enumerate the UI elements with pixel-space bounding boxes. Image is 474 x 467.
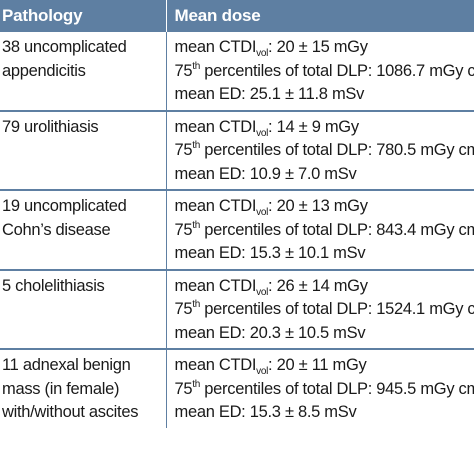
mean-dose-cell: mean CTDIvol: 26 ± 14 mGy 75th percentile… (166, 269, 474, 350)
ctdi-value: : 20 ± 15 mGy (268, 38, 368, 56)
pathology-cell: 38 uncomplicated appendicitis (0, 32, 167, 112)
table-row: 11 adnexal benign mass (in female) with/wi… (0, 349, 474, 428)
mean-dose-cell: mean CTDIvol: 20 ± 15 mGy 75th percentile… (166, 32, 474, 112)
pathology-line: 5 cholelithiasis (2, 276, 105, 295)
ctdi-value: : 20 ± 11 mGy (268, 356, 367, 374)
pathology-cell: 11 adnexal benign mass (in female) with/wi… (0, 349, 167, 428)
dlp-superscript: th (192, 378, 201, 390)
dlp-value: percentiles of total DLP: 1524.1 mGy cm (200, 300, 474, 318)
dlp-value: percentiles of total DLP: 945.5 mGy cm (200, 379, 474, 398)
ed-line: mean ED: 20.3 ± 10.5 mSv (174, 323, 366, 342)
ctdi-prefix: mean CTDI (174, 38, 257, 56)
pathology-line: 38 uncomplicated (2, 38, 127, 56)
ctdi-line: mean CTDIvol: 20 ± 15 mGy (175, 36, 474, 60)
table-header-row: Pathology Mean dose (0, 0, 474, 32)
ctdi-value: : 20 ± 13 mGy (268, 197, 368, 215)
ctdi-prefix: mean CTDI (174, 276, 257, 295)
dlp-prefix: 75 (174, 61, 193, 80)
ctdi-line: mean CTDIvol: 26 ± 14 mGy (175, 275, 474, 299)
header-pathology: Pathology (0, 0, 167, 32)
table-row: 38 uncomplicated appendicitis mean CTDIvol… (0, 32, 474, 112)
ctdi-subscript: vol (256, 127, 269, 139)
pathology-line: Cohn’s disease (2, 220, 111, 239)
pathology-line: with/without ascites (2, 403, 139, 421)
table-row: 79 urolithiasis mean CTDIvol: 14 ± 9 mGy 7… (0, 110, 474, 191)
dlp-line: 75th percentiles of total DLP: 945.5 mGy… (175, 378, 474, 402)
dlp-line: 75th percentiles of total DLP: 1086.7 mG… (175, 60, 474, 84)
dlp-line: 75th percentiles of total DLP: 843.4 mGy… (175, 219, 474, 243)
dose-table: Pathology Mean dose 38 uncomplicated appe… (0, 0, 474, 428)
dlp-line: 75th percentiles of total DLP: 780.5 mGy… (175, 139, 474, 163)
ctdi-subscript: vol (256, 207, 269, 218)
dlp-superscript: th (192, 140, 201, 151)
dlp-superscript: th (192, 60, 201, 72)
ctdi-value: : 26 ± 14 mGy (268, 276, 368, 295)
pathology-cell: 5 cholelithiasis (0, 269, 167, 350)
table-row: 5 cholelithiasis mean CTDIvol: 26 ± 14 mG… (0, 269, 474, 350)
ed-line: mean ED: 25.1 ± 11.8 mSv (174, 85, 365, 103)
pathology-line: 19 uncomplicated (2, 197, 127, 215)
dlp-prefix: 75 (174, 379, 193, 398)
mean-dose-cell: mean CTDIvol: 20 ± 13 mGy 75th percentile… (166, 190, 474, 271)
mean-dose-cell: mean CTDIvol: 20 ± 11 mGy 75th percentile… (166, 349, 474, 428)
table-body: 38 uncomplicated appendicitis mean CTDIvol… (0, 32, 474, 428)
dlp-prefix: 75 (174, 141, 193, 159)
pathology-cell: 79 urolithiasis (0, 110, 167, 191)
pathology-line: mass (in female) (2, 379, 120, 398)
dlp-line: 75th percentiles of total DLP: 1524.1 mG… (175, 298, 474, 322)
dlp-value: percentiles of total DLP: 1086.7 mGy cm (200, 61, 474, 80)
dlp-superscript: th (192, 219, 201, 231)
pathology-line: 11 adnexal benign (2, 356, 131, 374)
ctdi-prefix: mean CTDI (174, 356, 257, 374)
ed-line: mean ED: 15.3 ± 8.5 mSv (174, 403, 357, 421)
dlp-prefix: 75 (174, 220, 193, 239)
ctdi-value: : 14 ± 9 mGy (268, 117, 359, 136)
ctdi-prefix: mean CTDI (174, 197, 257, 215)
dlp-prefix: 75 (174, 300, 193, 318)
ctdi-subscript: vol (256, 366, 269, 377)
header-mean-dose: Mean dose (166, 0, 474, 32)
dlp-value: percentiles of total DLP: 843.4 mGy cm (200, 220, 474, 239)
dlp-value: percentiles of total DLP: 780.5 mGy cm (200, 141, 474, 159)
mean-dose-cell: mean CTDIvol: 14 ± 9 mGy 75th percentiles… (166, 110, 474, 191)
pathology-line: 79 urolithiasis (2, 117, 99, 136)
table-row: 19 uncomplicated Cohn’s disease mean CTDIv… (0, 190, 474, 271)
pathology-line: appendicitis (2, 61, 86, 80)
ctdi-subscript: vol (256, 286, 269, 298)
ctdi-line: mean CTDIvol: 20 ± 13 mGy (175, 195, 474, 219)
ctdi-prefix: mean CTDI (174, 117, 257, 136)
ed-line: mean ED: 10.9 ± 7.0 mSv (174, 164, 357, 183)
ctdi-line: mean CTDIvol: 20 ± 11 mGy (175, 354, 474, 378)
dlp-superscript: th (192, 299, 201, 310)
pathology-cell: 19 uncomplicated Cohn’s disease (0, 190, 167, 271)
ed-line: mean ED: 15.3 ± 10.1 mSv (174, 244, 366, 262)
ctdi-subscript: vol (256, 48, 269, 59)
ctdi-line: mean CTDIvol: 14 ± 9 mGy (175, 116, 474, 140)
